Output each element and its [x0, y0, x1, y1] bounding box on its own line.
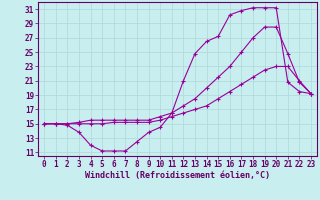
X-axis label: Windchill (Refroidissement éolien,°C): Windchill (Refroidissement éolien,°C) — [85, 171, 270, 180]
